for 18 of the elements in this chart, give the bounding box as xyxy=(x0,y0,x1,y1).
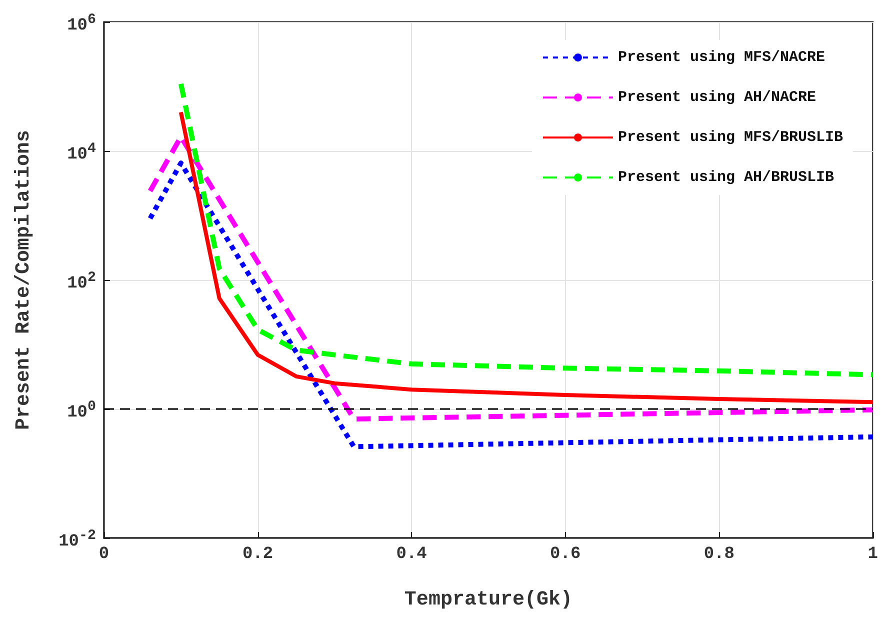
legend-label: Present using MFS/BRUSLIB xyxy=(618,129,844,146)
y-tick-label: 10$^{0}$ xyxy=(67,398,96,424)
y-tick-label: 10$^{6}$ xyxy=(67,11,96,37)
x-tick-label: 1 xyxy=(868,545,878,564)
y-tick-label: 10$^{4}$ xyxy=(67,140,96,166)
x-tick-label: 0.4 xyxy=(396,545,427,564)
y-tick-label: 10$^{2}$ xyxy=(67,269,96,295)
x-axis-title: Temprature(Gk) xyxy=(404,588,572,612)
y-tick-label: 10$^{-2}$ xyxy=(58,527,96,553)
legend-label: Present using AH/BRUSLIB xyxy=(618,169,834,186)
x-tick-label: 0.8 xyxy=(704,545,734,564)
legend-label: Present using AH/NACRE xyxy=(618,89,816,106)
y-axis-title: Present Rate/Compilations xyxy=(12,130,36,430)
x-tick-label: 0 xyxy=(98,545,110,564)
legend-label: Present using MFS/NACRE xyxy=(618,49,826,66)
x-tick-label: 0.2 xyxy=(242,545,274,564)
line-series xyxy=(178,110,875,404)
x-tick-label: 0.6 xyxy=(550,545,581,564)
